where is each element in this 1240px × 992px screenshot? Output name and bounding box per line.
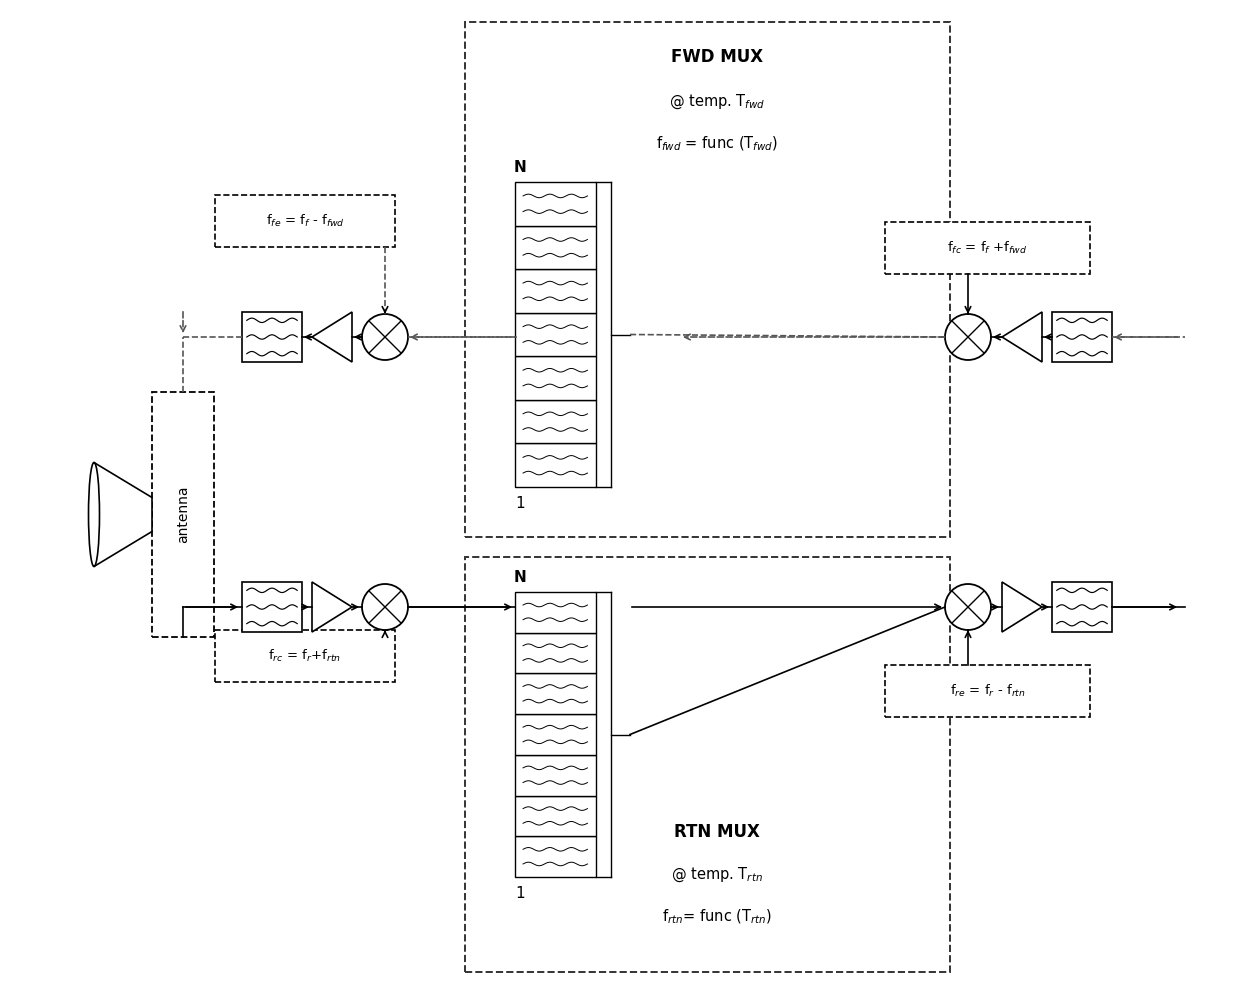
Bar xyxy=(515,269,595,312)
Text: 1: 1 xyxy=(515,497,525,512)
Text: @ temp. T$_{fwd}$: @ temp. T$_{fwd}$ xyxy=(668,93,765,111)
Bar xyxy=(515,312,595,356)
Text: FWD MUX: FWD MUX xyxy=(671,48,764,66)
Polygon shape xyxy=(1002,312,1042,362)
Bar xyxy=(515,225,595,269)
Text: @ temp. T$_{rtn}$: @ temp. T$_{rtn}$ xyxy=(671,866,763,884)
Bar xyxy=(515,796,595,836)
Text: f$_{rc}$ = f$_{r}$+f$_{rtn}$: f$_{rc}$ = f$_{r}$+f$_{rtn}$ xyxy=(268,648,341,664)
Circle shape xyxy=(362,314,408,360)
Text: N: N xyxy=(513,161,526,176)
Text: f$_{fc}$ = f$_{f}$ +f$_{fwd}$: f$_{fc}$ = f$_{f}$ +f$_{fwd}$ xyxy=(947,240,1028,256)
Polygon shape xyxy=(1002,582,1042,632)
Bar xyxy=(885,665,1090,717)
Bar xyxy=(515,443,595,487)
Bar xyxy=(515,674,595,714)
Bar xyxy=(515,182,595,225)
Circle shape xyxy=(362,584,408,630)
Circle shape xyxy=(945,584,991,630)
Bar xyxy=(515,356,595,400)
Polygon shape xyxy=(94,462,153,566)
Circle shape xyxy=(945,314,991,360)
Bar xyxy=(885,222,1090,274)
Text: RTN MUX: RTN MUX xyxy=(675,823,760,841)
Text: f$_{fe}$ = f$_{f}$ - f$_{fwd}$: f$_{fe}$ = f$_{f}$ - f$_{fwd}$ xyxy=(265,213,345,229)
Bar xyxy=(215,630,396,682)
Bar xyxy=(515,755,595,796)
Bar xyxy=(215,195,396,247)
Text: f$_{re}$ = f$_{r}$ - f$_{rtn}$: f$_{re}$ = f$_{r}$ - f$_{rtn}$ xyxy=(950,682,1025,699)
Polygon shape xyxy=(312,312,352,362)
Bar xyxy=(1052,312,1112,362)
Ellipse shape xyxy=(88,462,99,566)
Bar xyxy=(515,400,595,443)
Bar xyxy=(465,22,950,537)
Bar xyxy=(242,582,303,632)
Bar xyxy=(1052,582,1112,632)
Bar xyxy=(515,714,595,755)
Bar xyxy=(515,836,595,877)
Bar xyxy=(153,392,215,637)
Bar xyxy=(465,557,950,972)
Text: antenna: antenna xyxy=(176,486,190,544)
Bar xyxy=(242,312,303,362)
Bar xyxy=(515,633,595,674)
Bar xyxy=(515,592,595,633)
Text: f$_{rtn}$= func (T$_{rtn}$): f$_{rtn}$= func (T$_{rtn}$) xyxy=(662,908,773,927)
Text: N: N xyxy=(513,570,526,585)
Text: f$_{fwd}$ = func (T$_{fwd}$): f$_{fwd}$ = func (T$_{fwd}$) xyxy=(656,135,779,153)
Polygon shape xyxy=(312,582,352,632)
Text: 1: 1 xyxy=(515,887,525,902)
